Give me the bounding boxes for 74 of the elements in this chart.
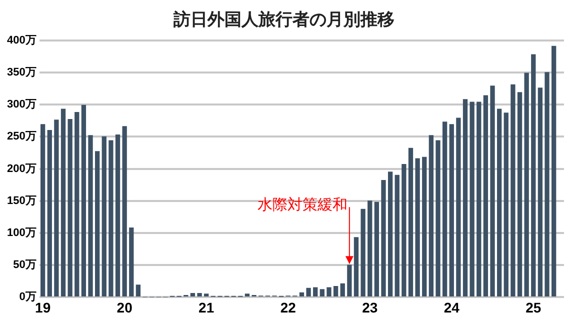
bar [368,200,372,297]
bar [333,286,338,297]
bar [60,108,66,297]
x-tick-label: 20 [116,299,133,316]
bar [476,102,482,297]
bar [374,202,380,297]
bar [531,54,536,297]
bar [122,126,127,297]
bar [108,140,114,297]
y-tick-label: 0万 [19,291,36,304]
bar [415,158,420,297]
bar [136,284,141,297]
bar [68,119,72,297]
bar [422,156,427,297]
bar [490,86,495,297]
bar [340,283,345,297]
bar [306,288,311,297]
chart-title: 訪日外国人旅行者の月別推移 [172,10,394,29]
bar [129,228,134,297]
bar [510,84,516,297]
bar [544,72,550,297]
bar [552,46,556,297]
x-tick-label: 24 [444,299,460,316]
bar [496,108,502,297]
bar [538,88,543,297]
bar [462,99,468,297]
bar [299,292,304,297]
bar [197,293,202,297]
bar [470,102,474,297]
bar [115,134,120,297]
bar [40,124,46,297]
bar [326,287,332,297]
annotation: 水際対策緩和 [257,196,348,214]
x-tick-label: 21 [198,299,214,316]
bar [517,92,522,297]
y-tick-label: 250万 [6,130,36,143]
bar [320,289,325,297]
bar [54,120,59,297]
bar [442,122,448,297]
y-tick-label: 100万 [6,227,36,240]
y-tick-label: 200万 [6,162,36,175]
bar [504,112,508,297]
y-tick-label: 150万 [6,194,36,207]
bar [204,294,209,297]
y-tick-label: 50万 [13,259,36,272]
bar [190,293,196,297]
x-tick-label: 19 [35,299,51,316]
y-tick-label: 350万 [6,66,36,79]
bar [47,130,52,297]
bar [360,208,366,297]
bar [449,124,454,297]
x-tick-label: 23 [362,299,378,316]
bar [394,174,400,297]
bar [354,237,359,297]
y-tick-label: 300万 [6,98,36,111]
bar [388,172,393,297]
x-tick-label: 25 [526,299,542,316]
bar [524,72,529,297]
bar [74,112,80,297]
y-tick-label: 400万 [6,34,36,46]
bar [436,140,440,297]
bar [94,151,100,297]
bar [408,148,414,297]
bar [456,118,461,297]
x-tick-label: 22 [280,299,296,316]
bar [244,294,250,297]
bar [483,95,488,297]
bar [102,136,106,297]
bar [88,135,93,297]
bar [81,104,86,297]
bar [381,180,386,297]
bar [313,287,318,297]
bar [402,164,406,297]
bar [428,135,434,297]
